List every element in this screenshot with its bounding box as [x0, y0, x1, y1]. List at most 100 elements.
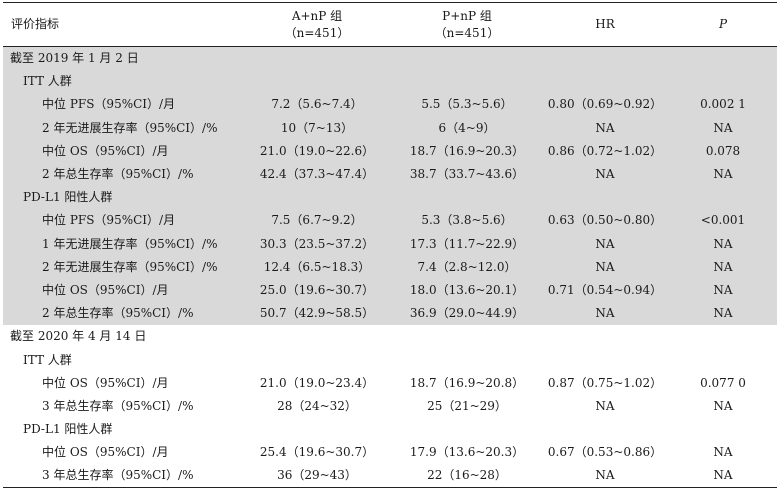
- group-p-value: 18.7（16.9~20.3）: [393, 139, 541, 163]
- table-row: 3 年总生存率（95%CI）/% 28（24~32） 25（21~29） NA …: [3, 394, 777, 417]
- metric-label: 3 年总生存率（95%CI）/%: [3, 463, 241, 488]
- results-table: 评价指标 A+nP 组 （n=451） P+nP 组 （n=451） HR P …: [3, 2, 777, 488]
- hr-value: 0.71（0.54~0.94）: [541, 278, 669, 302]
- header-group-a-name: A+nP 组: [291, 8, 343, 23]
- hr-value: 0.80（0.69~0.92）: [541, 92, 669, 117]
- metric-label: 中位 OS（95%CI）/月: [3, 278, 241, 302]
- table-row: 中位 OS（95%CI）/月 21.0（19.0~22.6） 18.7（16.9…: [3, 139, 777, 163]
- group-a-value: 21.0（19.0~22.6）: [241, 139, 393, 163]
- group-p-value: 5.5（5.3~5.6）: [393, 92, 541, 117]
- table-row: 3 年总生存率（95%CI）/% 36（29~43） 22（16~28） NA …: [3, 463, 777, 488]
- group-p-value: 17.3（11.7~22.9）: [393, 232, 541, 256]
- header-metric: 评价指标: [3, 2, 241, 47]
- p-value: NA: [669, 463, 777, 488]
- results-table-container: 评价指标 A+nP 组 （n=451） P+nP 组 （n=451） HR P …: [3, 2, 777, 488]
- group-a-value: 7.5（6.7~9.2）: [241, 208, 393, 232]
- metric-label: 中位 OS（95%CI）/月: [42, 375, 169, 390]
- hr-value: 0.86（0.72~1.02）: [541, 139, 669, 163]
- group-p-value: 36.9（29.0~44.9）: [393, 301, 541, 325]
- table-row: 中位 OS（95%CI）/月 25.0（19.6~30.7） 18.0（13.6…: [3, 278, 777, 302]
- group-p-value: 17.9（13.6~20.3）: [409, 445, 525, 460]
- metric-label: 2 年无进展生存率（95%CI）/%: [3, 255, 241, 279]
- header-group-p-name: P+nP 组: [442, 8, 492, 23]
- group-a-value: 25.4（19.6~30.7）: [259, 445, 375, 460]
- table-row: 2 年总生存率（95%CI）/% 42.4（37.3~47.4） 38.7（33…: [3, 162, 777, 186]
- subgroup-label: ITT 人群: [3, 69, 777, 93]
- hr-value: NA: [541, 301, 669, 325]
- table-row: 中位 OS（95%CI）/月 21.0（19.0~23.4） 18.7（16.9…: [3, 371, 777, 394]
- group-a-value: 50.7（42.9~58.5）: [241, 301, 393, 325]
- p-value: NA: [669, 232, 777, 256]
- subgroup-row: PD-L1 阳性人群: [3, 418, 777, 441]
- hr-value: NA: [541, 232, 669, 256]
- table-row: 中位 PFS（95%CI）/月 7.2（5.6~7.4） 5.5（5.3~5.6…: [3, 92, 777, 117]
- group-a-value: 25.0（19.6~30.7）: [241, 278, 393, 302]
- section-label: 截至 2019 年 1 月 2 日: [3, 46, 777, 70]
- group-a-value: 21.0（19.0~23.4）: [259, 375, 375, 390]
- group-a-value: 7.2（5.6~7.4）: [241, 92, 393, 117]
- hr-value: NA: [541, 162, 669, 186]
- group-p-value: 18.7（16.9~20.8）: [409, 375, 525, 390]
- p-value: NA: [713, 445, 733, 460]
- group-a-value: 28（24~32）: [277, 398, 357, 413]
- hr-value: NA: [595, 398, 615, 413]
- metric-label: 中位 OS（95%CI）/月: [42, 445, 169, 460]
- table-row: 中位 PFS（95%CI）/月 7.5（6.7~9.2） 5.3（3.8~5.6…: [3, 208, 777, 232]
- header-group-p: P+nP 组 （n=451）: [393, 2, 541, 47]
- subgroup-label: ITT 人群: [23, 352, 72, 367]
- table-row: 2 年无进展生存率（95%CI）/% 12.4（6.5~18.3） 7.4（2.…: [3, 255, 777, 279]
- subgroup-row: ITT 人群: [3, 69, 777, 93]
- group-p-value: 6（4~9）: [393, 116, 541, 140]
- metric-label: 中位 PFS（95%CI）/月: [3, 92, 241, 117]
- p-value: NA: [713, 398, 733, 413]
- hr-value: NA: [541, 116, 669, 140]
- group-a-value: 30.3（23.5~37.2）: [241, 232, 393, 256]
- header-group-a-n: （n=451）: [284, 25, 350, 40]
- table-row: 中位 OS（95%CI）/月 25.4（19.6~30.7） 17.9（13.6…: [3, 441, 777, 464]
- header-hr: HR: [541, 2, 669, 47]
- metric-label: 中位 PFS（95%CI）/月: [3, 208, 241, 232]
- hr-value: NA: [541, 255, 669, 279]
- group-p-value: 25（21~29）: [427, 398, 507, 413]
- hr-value: NA: [541, 463, 669, 488]
- section-row: 截至 2019 年 1 月 2 日: [3, 46, 777, 70]
- p-value: 0.002 1: [669, 92, 777, 117]
- group-p-value: 22（16~28）: [393, 463, 541, 488]
- group-p-value: 7.4（2.8~12.0）: [393, 255, 541, 279]
- header-group-p-n: （n=451）: [434, 25, 500, 40]
- p-value: 0.078: [669, 139, 777, 163]
- table-row: 2 年总生存率（95%CI）/% 50.7（42.9~58.5） 36.9（29…: [3, 301, 777, 325]
- metric-label: 中位 OS（95%CI）/月: [3, 139, 241, 163]
- hr-value: 0.87（0.75~1.02）: [547, 375, 663, 390]
- table-row: 2 年无进展生存率（95%CI）/% 10（7~13） 6（4~9） NA NA: [3, 116, 777, 140]
- metric-label: 3 年总生存率（95%CI）/%: [42, 398, 194, 413]
- subgroup-row: PD-L1 阳性人群: [3, 185, 777, 209]
- p-value: 0.077 0: [700, 375, 746, 390]
- table-row: 1 年无进展生存率（95%CI）/% 30.3（23.5~37.2） 17.3（…: [3, 232, 777, 256]
- metric-label: 2 年无进展生存率（95%CI）/%: [3, 116, 241, 140]
- header-row: 评价指标 A+nP 组 （n=451） P+nP 组 （n=451） HR P: [3, 2, 777, 47]
- p-value: NA: [669, 116, 777, 140]
- header-group-a: A+nP 组 （n=451）: [241, 2, 393, 47]
- group-a-value: 10（7~13）: [241, 116, 393, 140]
- group-a-value: 36（29~43）: [241, 463, 393, 488]
- section-label: 截至 2020 年 4 月 14 日: [10, 329, 147, 344]
- metric-label: 2 年总生存率（95%CI）/%: [3, 162, 241, 186]
- subgroup-row: ITT 人群: [3, 348, 777, 371]
- subgroup-label: PD-L1 阳性人群: [23, 422, 113, 437]
- table-body: 截至 2019 年 1 月 2 日 ITT 人群 中位 PFS（95%CI）/月…: [3, 46, 777, 488]
- hr-value: 0.67（0.53~0.86）: [547, 445, 663, 460]
- p-value: NA: [669, 278, 777, 302]
- p-value: NA: [669, 162, 777, 186]
- table-header: 评价指标 A+nP 组 （n=451） P+nP 组 （n=451） HR P: [3, 2, 777, 47]
- group-p-value: 18.0（13.6~20.1）: [393, 278, 541, 302]
- group-a-value: 12.4（6.5~18.3）: [241, 255, 393, 279]
- hr-value: 0.63（0.50~0.80）: [541, 208, 669, 232]
- metric-label: 2 年总生存率（95%CI）/%: [3, 301, 241, 325]
- p-value: NA: [669, 301, 777, 325]
- subgroup-label: PD-L1 阳性人群: [3, 185, 777, 209]
- group-p-value: 38.7（33.7~43.6）: [393, 162, 541, 186]
- group-a-value: 42.4（37.3~47.4）: [241, 162, 393, 186]
- header-p: P: [669, 2, 777, 47]
- p-value: NA: [669, 255, 777, 279]
